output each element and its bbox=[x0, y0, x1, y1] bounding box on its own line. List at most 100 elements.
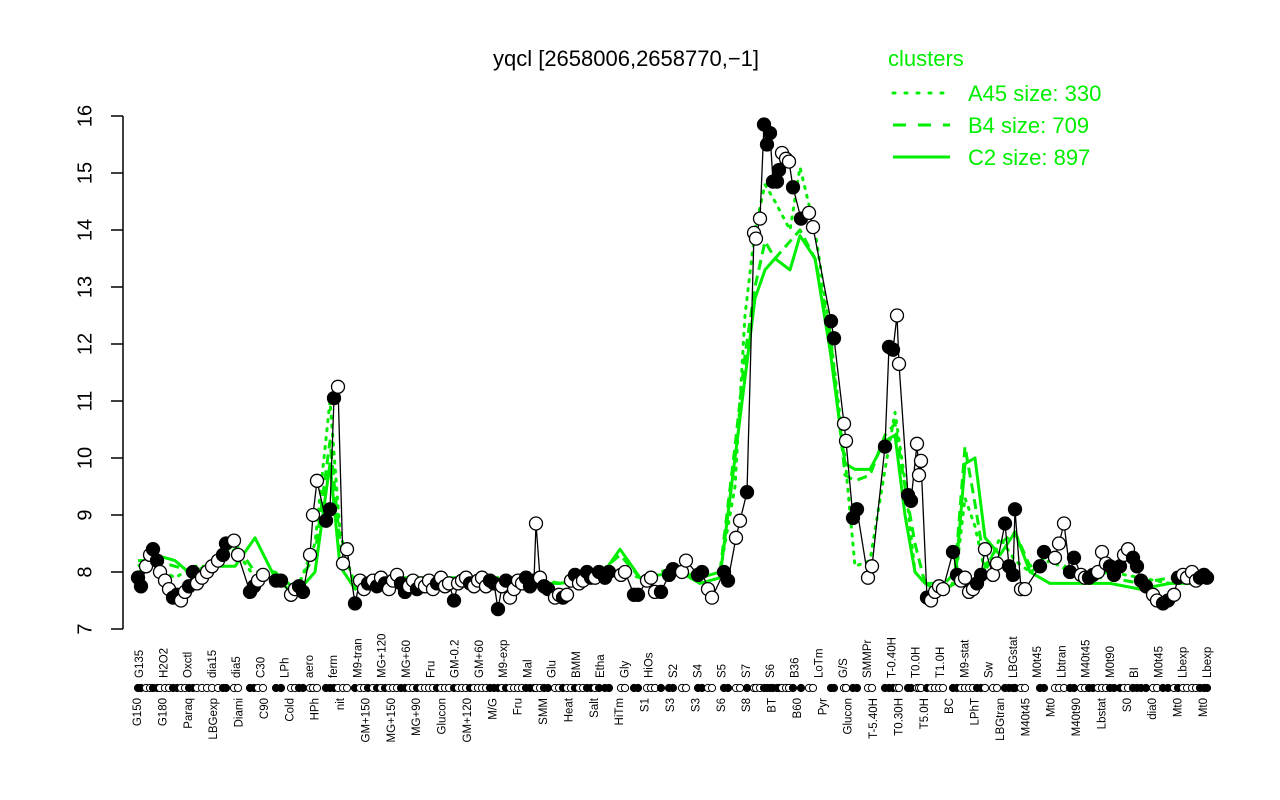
x-label-top: S6 bbox=[765, 664, 777, 678]
x-label-bottom: SMM bbox=[538, 698, 550, 725]
x-label-top: aero bbox=[304, 655, 316, 678]
x-label-top: B36 bbox=[789, 658, 801, 678]
y-tick-label: 14 bbox=[74, 219, 96, 241]
x-label-top: LoTm bbox=[814, 649, 826, 678]
x-label-top: S2 bbox=[668, 664, 680, 678]
x-label-bottom: S1 bbox=[640, 698, 652, 712]
x-label-bottom: LBGtran bbox=[995, 698, 1007, 741]
data-line bbox=[137, 124, 1208, 610]
y-tick-label: 9 bbox=[74, 509, 96, 520]
data-point-filled bbox=[653, 584, 669, 600]
data-point-filled bbox=[694, 564, 710, 580]
x-label-top: M0t45 bbox=[1032, 646, 1044, 678]
data-point-open bbox=[891, 356, 907, 372]
x-axis-rug bbox=[133, 683, 1212, 693]
data-point-filled bbox=[739, 485, 755, 500]
data-point-filled bbox=[1129, 559, 1145, 574]
data-point-filled bbox=[490, 601, 506, 617]
x-label-bottom: BC bbox=[944, 698, 956, 714]
legend-entry-c2: C2 size: 897 bbox=[968, 145, 1090, 170]
x-label-bottom: G150 bbox=[132, 698, 144, 726]
data-point-open bbox=[935, 581, 951, 597]
data-point-open bbox=[836, 416, 852, 431]
x-label-bottom: T0.30H bbox=[893, 698, 905, 736]
cluster-line-solid bbox=[137, 234, 1200, 597]
series-lines bbox=[136, 165, 1202, 597]
data-point-open bbox=[305, 507, 321, 523]
x-label-bottom: Lbstat bbox=[1097, 697, 1109, 729]
data-point-open bbox=[748, 231, 764, 246]
x-label-top: S7 bbox=[741, 664, 753, 678]
legend-entry-a45: A45 size: 330 bbox=[968, 81, 1101, 106]
x-label-top: ferm bbox=[328, 655, 340, 678]
data-point-open bbox=[889, 308, 905, 323]
data-point-filled bbox=[823, 314, 839, 329]
data-point-open bbox=[781, 154, 797, 169]
data-point-open bbox=[977, 542, 993, 557]
x-label-bottom: M40t45 bbox=[1020, 698, 1032, 736]
x-label-bottom: MG+150 bbox=[386, 698, 398, 742]
x-label-top: Lbexp bbox=[1202, 647, 1214, 678]
x-label-bottom: G180 bbox=[157, 698, 169, 726]
data-point-filled bbox=[1032, 559, 1048, 574]
data-points bbox=[130, 117, 1215, 617]
x-label-bottom: Fru bbox=[513, 698, 525, 715]
data-point-open bbox=[643, 570, 659, 585]
data-point-filled bbox=[133, 579, 149, 594]
data-point-open bbox=[528, 516, 544, 531]
x-label-bottom: T5.0H bbox=[919, 698, 931, 729]
x-label-top: Glu bbox=[547, 660, 559, 678]
data-point-open bbox=[913, 453, 929, 469]
data-point-open bbox=[230, 547, 246, 563]
data-point-open bbox=[1047, 550, 1063, 565]
x-label-bottom: B60 bbox=[792, 698, 804, 718]
data-point-open bbox=[330, 379, 346, 394]
x-label-top: dia15 bbox=[207, 650, 219, 678]
data-point-open bbox=[226, 533, 242, 548]
data-point-open bbox=[559, 587, 575, 602]
data-point-open bbox=[989, 556, 1005, 571]
legend-title: clusters bbox=[888, 46, 964, 71]
data-point-filled bbox=[826, 331, 842, 346]
x-label-bottom: MG+90 bbox=[411, 698, 423, 736]
data-point-open bbox=[864, 559, 880, 574]
data-point-filled bbox=[446, 593, 462, 608]
x-label-bottom: S8 bbox=[741, 698, 753, 712]
data-point-open bbox=[728, 530, 744, 545]
y-axis: 7 8 9 10 11 12 13 14 15 16 bbox=[74, 105, 124, 635]
data-point-open bbox=[1017, 581, 1033, 597]
data-point-open bbox=[1056, 516, 1072, 531]
x-label-bottom: C90 bbox=[259, 698, 271, 719]
data-point-filled bbox=[630, 587, 646, 602]
data-point-filled bbox=[849, 502, 865, 517]
x-label-bottom: T-5.40H bbox=[868, 698, 880, 739]
data-point-filled bbox=[1036, 544, 1052, 560]
x-label-top: GM-0.2 bbox=[450, 640, 462, 678]
x-label-bottom: S0 bbox=[1122, 698, 1134, 712]
data-point-filled bbox=[322, 502, 338, 517]
x-label-bottom: Cold bbox=[284, 698, 296, 722]
x-label-bottom: GM+150 bbox=[360, 698, 372, 742]
x-label-top: dia5 bbox=[231, 656, 243, 678]
x-label-top: Lbtran bbox=[1056, 645, 1068, 678]
x-label-top: MG+60 bbox=[401, 640, 413, 678]
x-label-bottom: M40t90 bbox=[1071, 698, 1083, 736]
data-point-open bbox=[704, 590, 720, 605]
data-point-filled bbox=[877, 439, 893, 454]
x-label-top: M0t45 bbox=[1154, 646, 1166, 678]
legend: clusters A45 size: 330 B4 size: 709 C2 s… bbox=[888, 46, 1101, 170]
data-point-filled bbox=[1005, 567, 1021, 583]
x-label-top: Oxctl bbox=[183, 652, 195, 678]
data-point-open bbox=[957, 570, 973, 585]
x-label-top: G135 bbox=[134, 650, 146, 678]
x-label-top: BMM bbox=[571, 651, 583, 678]
x-label-top: Fru bbox=[425, 661, 437, 678]
x-label-top: M9-tran bbox=[353, 638, 365, 678]
data-point-filled bbox=[762, 125, 778, 141]
y-tick-label: 10 bbox=[74, 447, 96, 469]
data-point-open bbox=[339, 542, 355, 557]
x-label-bottom: Mt0 bbox=[1173, 698, 1185, 717]
x-label-bottom: GM+120 bbox=[462, 698, 474, 742]
x-label-top: G/S bbox=[838, 658, 850, 678]
